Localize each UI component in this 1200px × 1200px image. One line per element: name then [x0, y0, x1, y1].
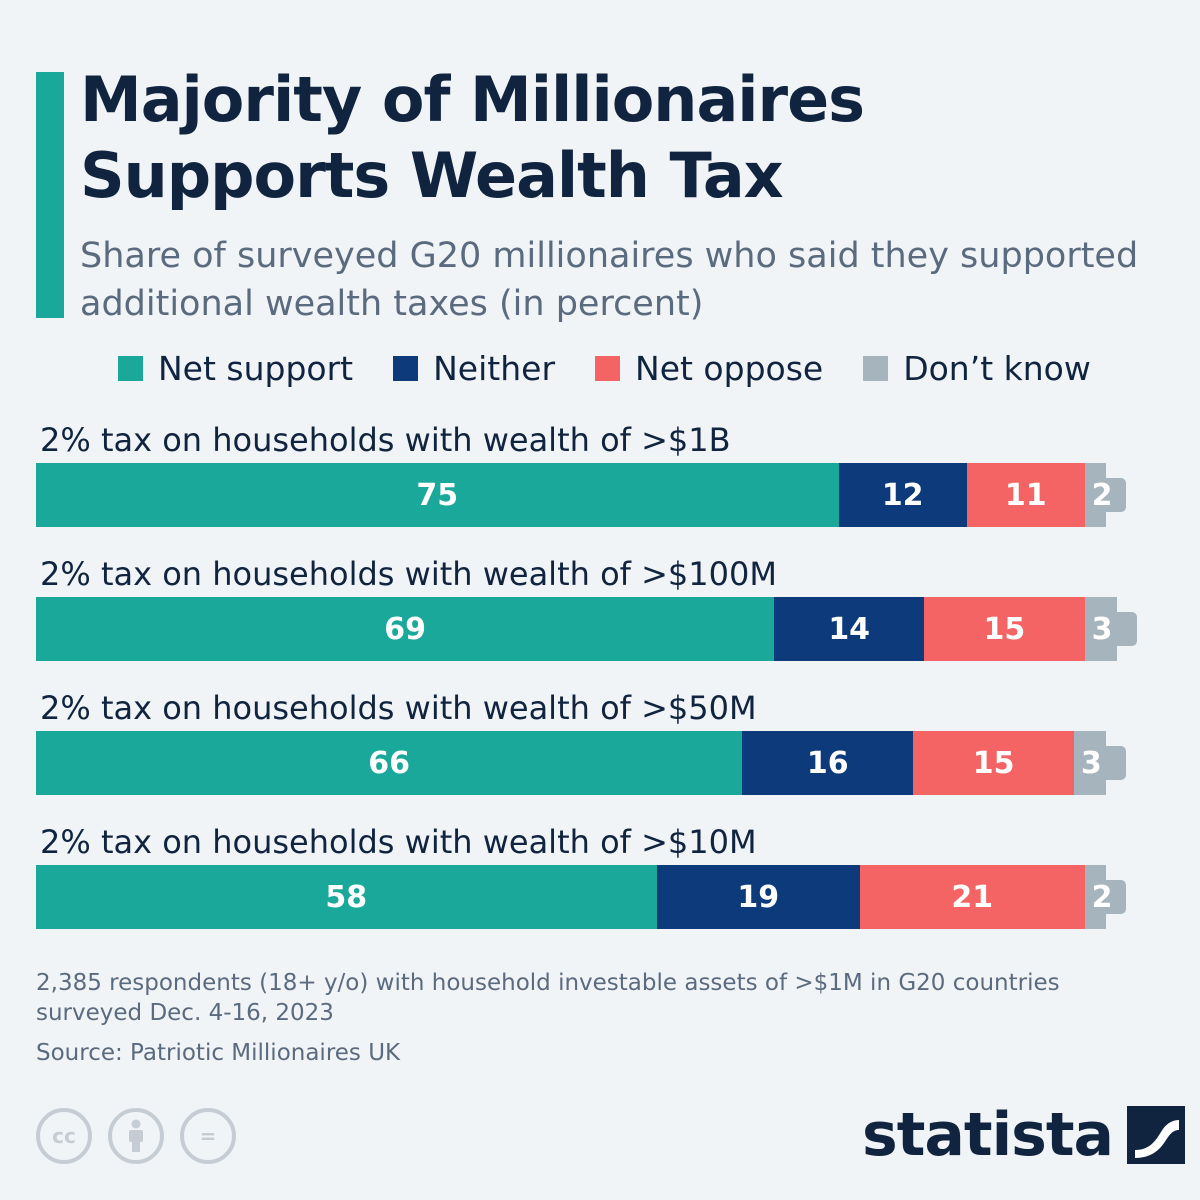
- attribution-icon: [108, 1108, 164, 1164]
- bar-segment-label-badge: [1084, 880, 1126, 914]
- statista-logo: statista: [862, 1100, 1186, 1170]
- legend-label-neither: Neither: [433, 348, 556, 388]
- bar-segment-label-badge: [1073, 746, 1126, 780]
- legend-item-net-support: Net support: [118, 349, 353, 388]
- bar-value-label: 2: [1091, 477, 1113, 513]
- legend-item-dont-know: Don’t know: [863, 349, 1091, 388]
- legend-swatch-net-support: [118, 355, 143, 381]
- bar-segment-neither: 19: [656, 865, 860, 929]
- bar-category-label: 2% tax on households with wealth of >$50…: [40, 689, 757, 727]
- creative-commons-icon: cc: [36, 1108, 92, 1164]
- bar-segment-net-oppose: 15: [913, 731, 1074, 795]
- bar-segment-net-oppose: 15: [924, 597, 1085, 661]
- bar-value-label: 3: [1080, 745, 1102, 781]
- legend-item-neither: Neither: [393, 349, 555, 388]
- bar-segment-net-oppose: 11: [966, 463, 1085, 527]
- bar-value-label: 21: [951, 879, 994, 915]
- bar-segment-dont-know: 2: [1084, 463, 1126, 527]
- bar-segment-dont-know: 3: [1084, 597, 1137, 661]
- bar-segment-dont-know: 2: [1084, 865, 1126, 929]
- bar-value-label: 66: [368, 745, 410, 781]
- bar-segment-label-badge: [1084, 612, 1137, 646]
- legend-swatch-neither: [393, 355, 419, 381]
- bar-segment-net-support: 66: [36, 731, 743, 795]
- stacked-bar-chart: 2% tax on households with wealth of >$1B…: [36, 421, 1137, 929]
- legend-swatch-dont-know: [863, 355, 889, 381]
- legend-label-dont-know: Don’t know: [903, 348, 1091, 388]
- bar-segment-net-support: 69: [36, 597, 775, 661]
- statista-logo-mark-icon: [1127, 1106, 1186, 1164]
- no-derivatives-icon: =: [180, 1108, 236, 1164]
- statista-logo-text: statista: [862, 1100, 1114, 1170]
- bar-value-label: 11: [1004, 477, 1047, 513]
- bar-value-label: 15: [972, 745, 1015, 781]
- bar-segment-net-oppose: 21: [859, 865, 1085, 929]
- bar-category-label: 2% tax on households with wealth of >$10…: [40, 823, 757, 861]
- license-icons: cc =: [36, 1108, 252, 1164]
- bar-value-label: 3: [1091, 611, 1113, 647]
- bar-category-label: 2% tax on households with wealth of >$10…: [40, 555, 777, 593]
- bar-segment-net-support: 58: [36, 865, 657, 929]
- bar-value-label: 12: [881, 477, 924, 513]
- legend-item-net-oppose: Net oppose: [595, 349, 823, 388]
- legend-label-net-support: Net support: [158, 348, 354, 388]
- bar-segment-neither: 12: [838, 463, 967, 527]
- chart-footnote: 2,385 respondents (18+ y/o) with househo…: [36, 970, 1060, 1026]
- no-derivatives-icon-text: =: [199, 1124, 217, 1148]
- creative-commons-icon-text: cc: [52, 1124, 76, 1148]
- legend-label-net-oppose: Net oppose: [635, 348, 824, 388]
- bar-value-label: 58: [325, 879, 368, 915]
- bar-segment-neither: 14: [774, 597, 925, 661]
- bar-value-label: 69: [384, 611, 427, 647]
- title-accent-bar: [36, 72, 64, 318]
- bar-segment-label-badge: [1084, 478, 1126, 512]
- chart-source: Source: Patriotic Millionaires UK: [36, 1040, 401, 1066]
- chart-subtitle: Share of surveyed G20 millionaires who s…: [80, 236, 1139, 324]
- bar-category-label: 2% tax on households with wealth of >$1B: [40, 421, 731, 459]
- bar-segment-net-support: 75: [36, 463, 839, 527]
- attribution-person-glyph: [129, 1119, 143, 1152]
- chart-legend: Net support Neither Net oppose Don’t kno…: [118, 346, 1091, 390]
- bar-value-label: 75: [416, 477, 459, 513]
- bar-segment-dont-know: 3: [1073, 731, 1126, 795]
- bar-value-label: 16: [806, 745, 849, 781]
- bar-value-label: 14: [828, 611, 871, 647]
- bar-value-label: 19: [737, 879, 780, 915]
- chart-title: Majority of Millionaires Supports Wealth…: [80, 63, 865, 212]
- bar-value-label: 15: [983, 611, 1026, 647]
- bar-segment-neither: 16: [742, 731, 914, 795]
- bar-value-label: 2: [1091, 879, 1113, 915]
- legend-swatch-net-oppose: [595, 355, 621, 381]
